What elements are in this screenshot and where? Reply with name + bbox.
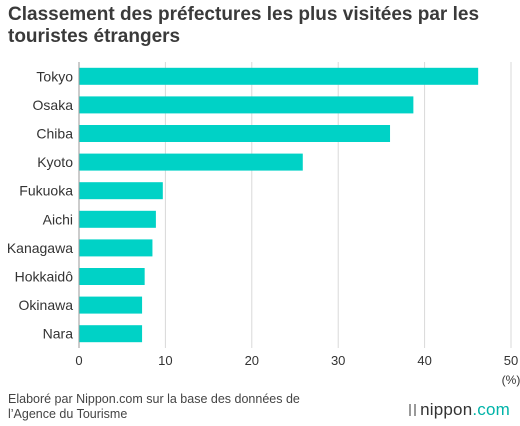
source-note: Elaboré par Nippon.com sur la base des d… <box>8 392 300 421</box>
tick-label: 10 <box>158 353 172 368</box>
bar <box>79 96 414 114</box>
category-label: Nara <box>43 326 74 342</box>
bar <box>79 210 156 228</box>
tick-label: 30 <box>331 353 345 368</box>
category-label: Fukuoka <box>19 183 73 199</box>
bar <box>79 125 391 142</box>
category-label: Osaka <box>33 97 74 113</box>
bar <box>79 296 143 314</box>
bar <box>79 325 143 343</box>
tick-label: 0 <box>75 353 82 368</box>
bar <box>79 182 163 200</box>
bar-chart: Tokyo Osaka Chiba Kyoto Fukuoka Aichi Kanagawa… <box>7 62 520 387</box>
tick-label: 50 <box>504 353 518 368</box>
tick-label: 20 <box>245 353 259 368</box>
tick-label: 40 <box>417 353 431 368</box>
category-label: Aichi <box>43 211 73 227</box>
brand-domain: .com <box>472 400 510 419</box>
category-label: Okinawa <box>19 297 74 313</box>
bar <box>79 268 145 285</box>
category-label: Tokyo <box>36 68 73 84</box>
category-label: Kyoto <box>37 154 73 170</box>
category-label: Kanagawa <box>7 240 73 256</box>
bar <box>79 239 153 257</box>
brand-name: nippon <box>420 400 473 419</box>
category-label: Chiba <box>36 126 73 142</box>
brand-logo: nippon.com <box>409 400 510 420</box>
bar <box>79 67 479 85</box>
x-axis-unit: (%) <box>502 373 520 387</box>
bar <box>79 153 303 171</box>
nippon-logo-icon <box>409 404 417 416</box>
category-label: Hokkaidô <box>15 269 74 285</box>
chart-title: Classement des préfectures les plus visi… <box>8 4 480 47</box>
